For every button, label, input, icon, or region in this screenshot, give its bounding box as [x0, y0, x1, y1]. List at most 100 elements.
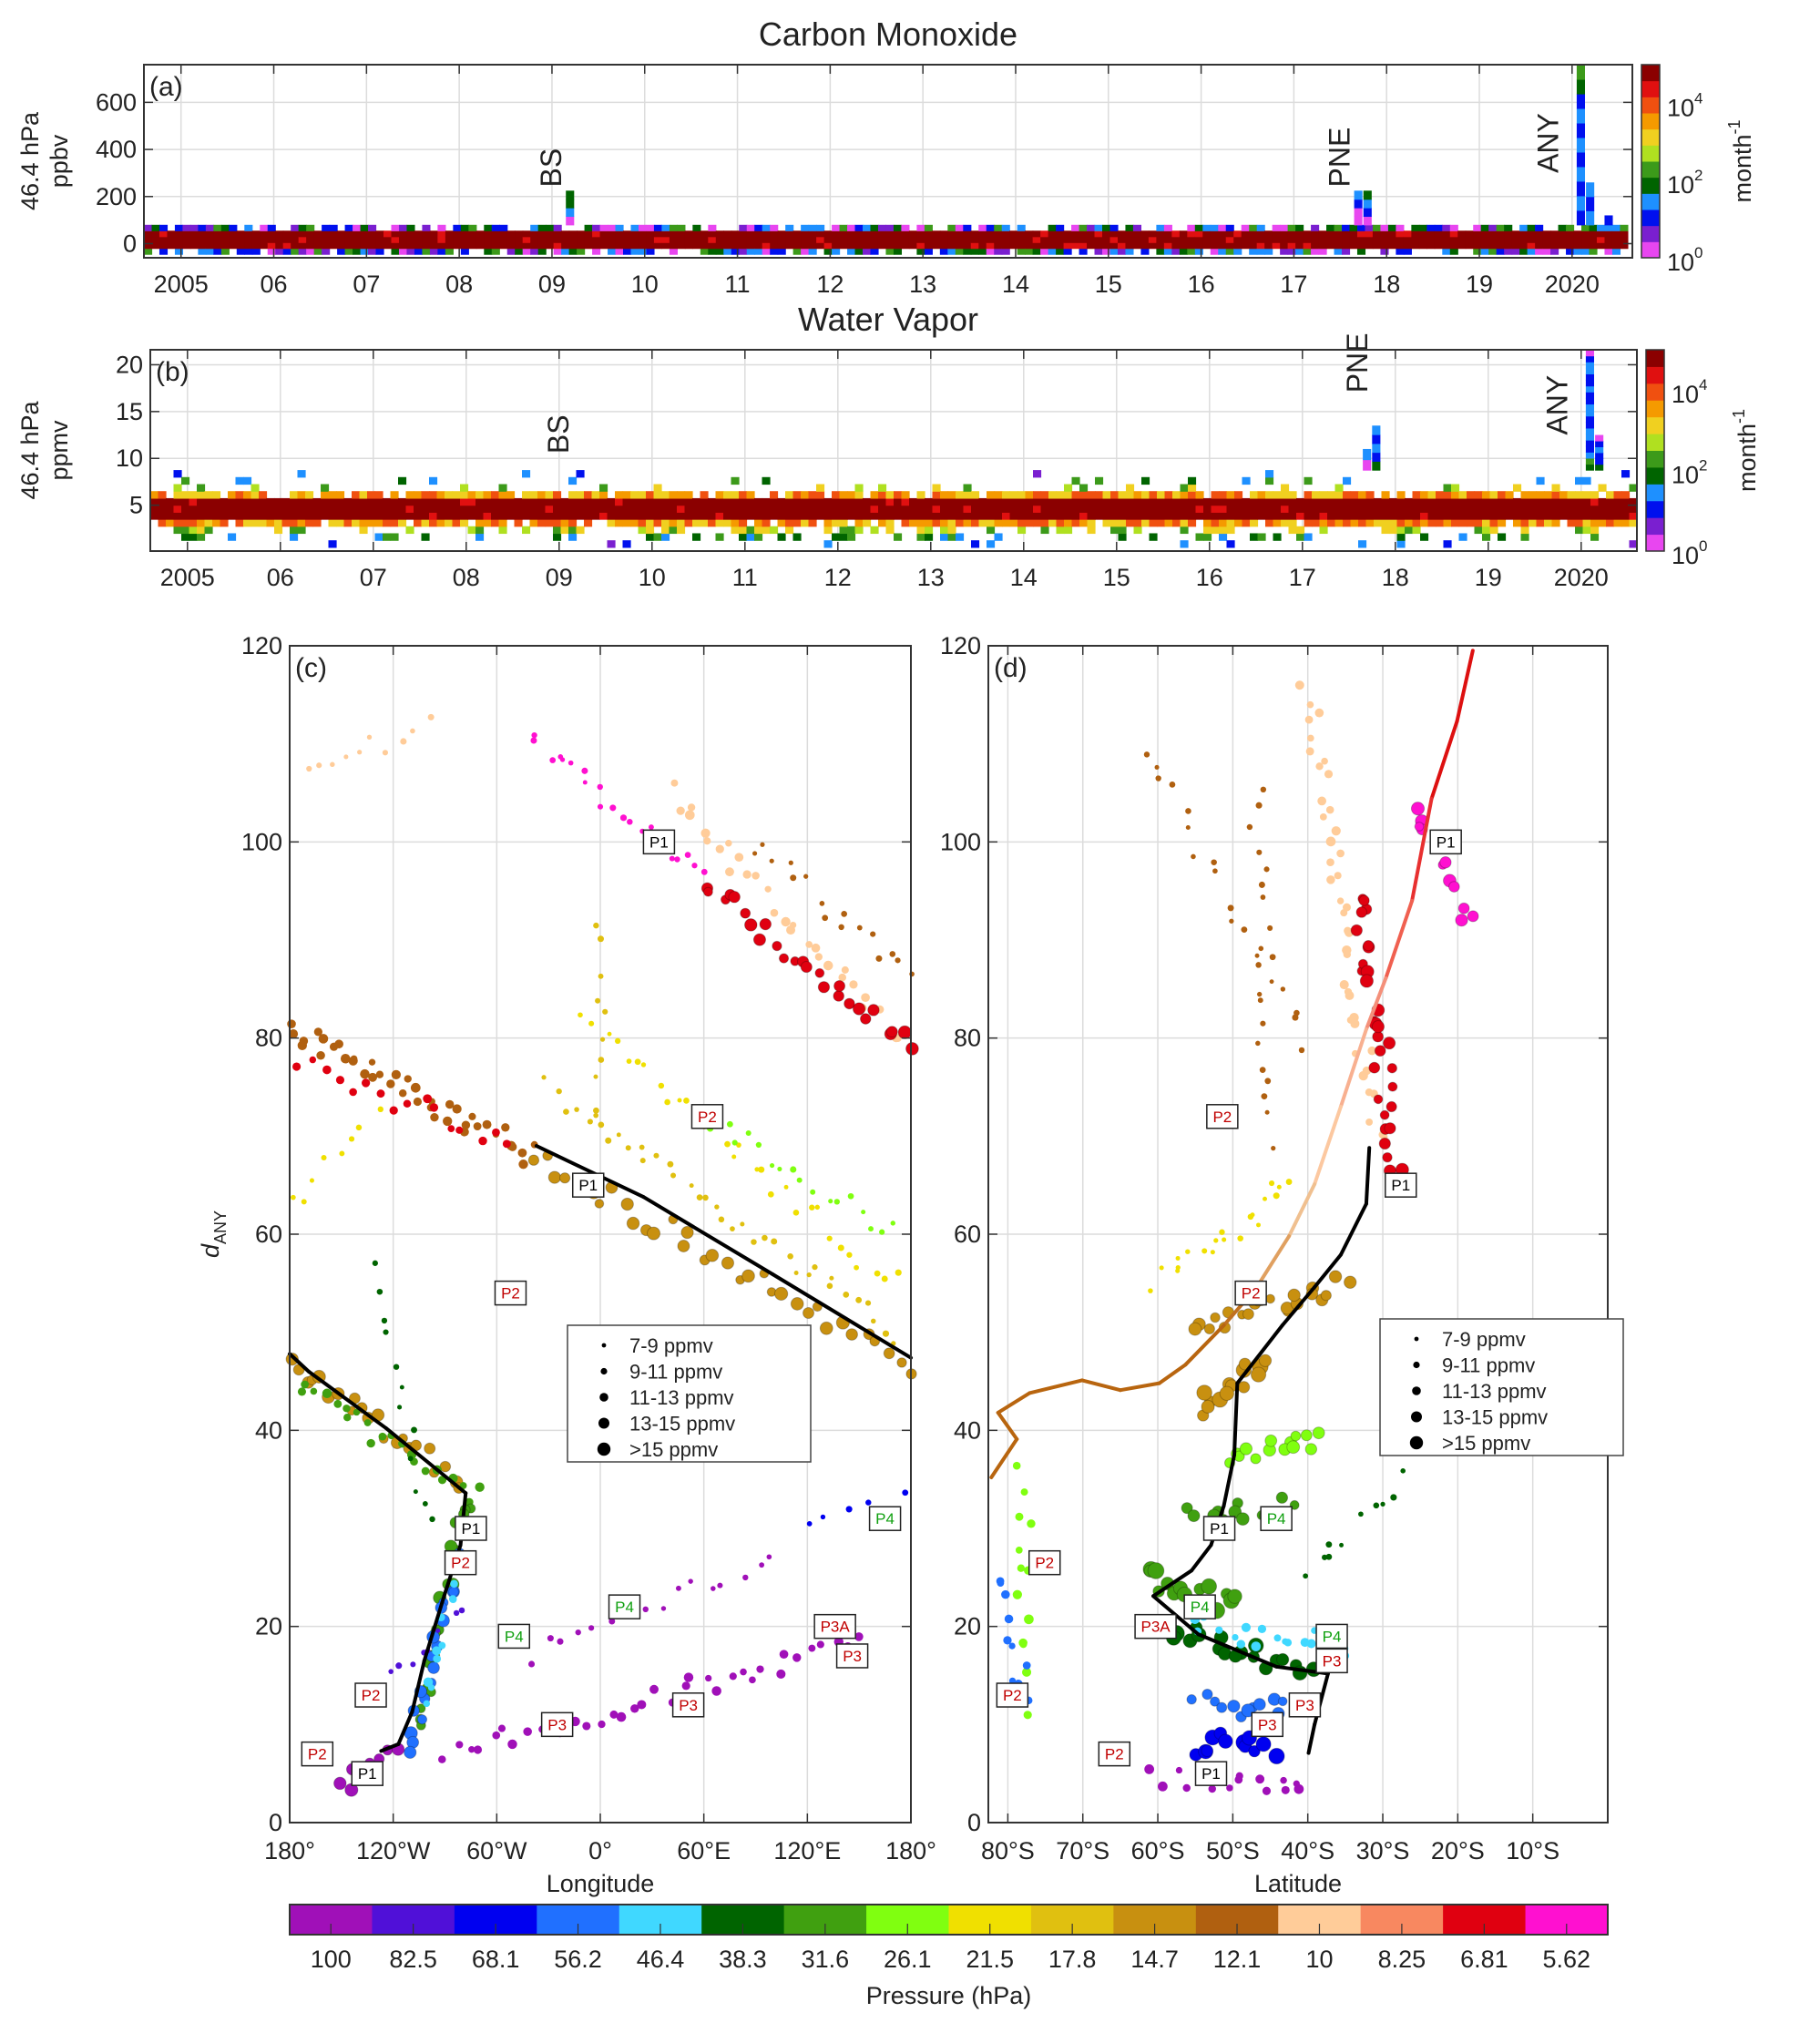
heatmap-cell [669, 526, 678, 535]
heatmap-cell [1126, 512, 1135, 520]
heatmap-cell [405, 526, 414, 535]
heatmap-cell [739, 230, 748, 238]
heatmap-cell [669, 248, 678, 255]
trajectory-segment [1364, 1146, 1372, 1206]
heatmap-cell [297, 519, 306, 527]
heatmap-cell [646, 512, 655, 520]
heatmap-cell [1387, 236, 1396, 243]
event-marker-label: P3 [843, 1648, 862, 1665]
heatmap-spike-cell [1595, 434, 1604, 442]
heatmap-cell [1420, 505, 1429, 513]
heatmap-cell [1164, 491, 1173, 499]
scatter-point [567, 760, 574, 766]
heatmap-cell [832, 236, 841, 243]
heatmap-cell [281, 497, 291, 506]
x-tick-label: 30°S [1356, 1837, 1410, 1864]
heatmap-cell [854, 484, 864, 492]
heatmap-cell [940, 497, 949, 506]
colorbar-label: month-1 [1725, 119, 1756, 202]
heatmap-cell [608, 236, 617, 243]
heatmap-cell [1405, 519, 1414, 527]
heatmap-cell [1550, 242, 1559, 250]
heatmap-cell [1304, 512, 1313, 520]
heatmap-spike-cell [1585, 445, 1594, 453]
heatmap-cell [353, 230, 362, 238]
event-marker-box [455, 1516, 487, 1541]
scatter-point [602, 1008, 608, 1015]
heatmap-cell [863, 248, 872, 255]
scatter-point [1373, 1094, 1384, 1105]
heatmap-cell [1009, 236, 1018, 243]
heatmap-cell [669, 491, 678, 499]
heatmap-cell [306, 242, 315, 250]
scatter-point [578, 1012, 583, 1018]
heatmap-cell [847, 236, 856, 243]
heatmap-cell [1573, 230, 1582, 238]
heatmap-cell [661, 236, 670, 243]
heatmap-cell [1498, 491, 1507, 499]
heatmap-cell [1188, 505, 1197, 513]
scatter-point [340, 1053, 351, 1064]
heatmap-cell [181, 491, 190, 499]
scatter-point [1020, 1488, 1028, 1497]
legend-marker [599, 1393, 608, 1402]
heatmap-cell [739, 512, 748, 520]
heatmap-cell [499, 230, 508, 238]
heatmap-cell [467, 497, 476, 506]
heatmap-cell [901, 497, 910, 506]
heatmap-cell [568, 248, 578, 255]
heatmap-cell [956, 519, 965, 527]
scatter-point [1201, 1399, 1215, 1414]
panel-label: (c) [295, 653, 327, 683]
y-tick-label: 120 [241, 632, 282, 659]
heatmap-spike-cell [1585, 392, 1594, 399]
heatmap-cell [1250, 505, 1259, 513]
heatmap-cell [1319, 497, 1328, 506]
heatmap-cell [1596, 224, 1606, 231]
heatmap-cell [553, 230, 562, 238]
heatmap-cell [739, 236, 748, 243]
heatmap-cell [1473, 230, 1482, 238]
y-tick-label: 80 [255, 1025, 282, 1052]
heatmap-cell [839, 526, 848, 535]
heatmap-cell [383, 236, 393, 243]
heatmap-cell [1629, 505, 1638, 513]
scatter-point [1175, 1766, 1183, 1774]
trajectory-segment [1196, 1632, 1279, 1669]
scatter-point [1208, 1784, 1216, 1793]
scatter-point [1017, 1564, 1026, 1572]
heatmap-cell [885, 224, 895, 231]
heatmap-cell [963, 519, 972, 527]
scatter-point [812, 1264, 818, 1271]
event-marker-box [813, 1613, 856, 1640]
x-tick-label: 08 [453, 564, 480, 591]
scatter-point [1386, 1063, 1398, 1074]
scatter-point [1015, 1512, 1024, 1521]
heatmap-cell [607, 505, 616, 513]
heatmap-cell [1110, 526, 1120, 535]
heatmap-cell [723, 248, 732, 255]
heatmap-cell [638, 526, 647, 535]
scatter-point [1219, 1229, 1225, 1235]
heatmap-spike-cell [1576, 122, 1585, 138]
pressure-colorbar-tick-label: 31.6 [802, 1946, 850, 1973]
colorbar-swatch [1646, 466, 1664, 485]
heatmap-cell [281, 512, 291, 520]
heatmap-cell [1025, 491, 1034, 499]
heatmap-cell [792, 242, 802, 250]
heatmap-cell [1149, 505, 1158, 513]
heatmap-cell [1149, 512, 1158, 520]
scatter-point [1250, 1453, 1262, 1465]
heatmap-cell [329, 224, 338, 231]
heatmap-cell [414, 491, 423, 499]
heatmap-cell [205, 230, 214, 238]
heatmap-cell [1295, 242, 1304, 250]
scatter-point [705, 1249, 720, 1262]
heatmap-cell [359, 526, 368, 535]
heatmap-cell [1180, 491, 1189, 499]
heatmap-cell [468, 224, 477, 231]
heatmap-cell [677, 224, 686, 231]
scatter-point [883, 1347, 895, 1360]
heatmap-cell [1604, 236, 1613, 243]
heatmap-cell [684, 505, 693, 513]
